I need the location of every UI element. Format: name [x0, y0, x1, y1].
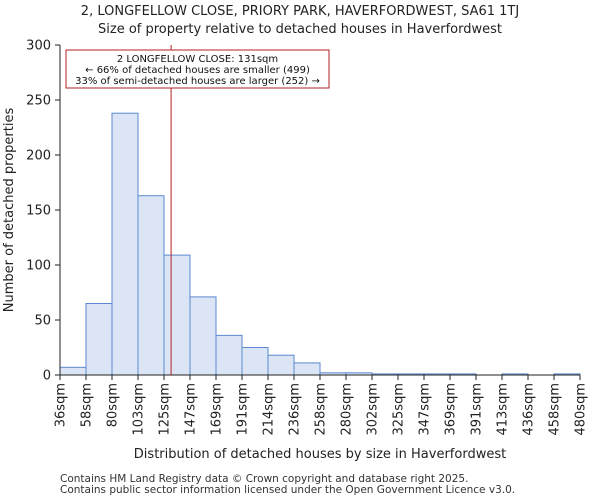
footer-line-1: Contains HM Land Registry data © Crown c…: [60, 473, 469, 485]
x-tick-label-125sqm: 125sqm: [158, 383, 173, 436]
bars-group: [59, 112, 581, 376]
bar-147sqm: [189, 296, 217, 376]
chart-subtitle: Size of property relative to detached ho…: [98, 22, 502, 37]
y-tick-label: 50: [34, 314, 51, 329]
x-tick-label-236sqm: 236sqm: [288, 383, 303, 436]
annotation-box: 2 LONGFELLOW CLOSE: 131sqm ← 66% of deta…: [65, 49, 330, 89]
y-axis-label: Number of detached properties: [2, 108, 17, 313]
x-tick-label-458sqm: 458sqm: [548, 383, 563, 436]
y-tick-label: 250: [26, 94, 51, 109]
x-tick-label-436sqm: 436sqm: [522, 383, 537, 436]
x-tick-label-280sqm: 280sqm: [340, 383, 355, 436]
x-tick-label-347sqm: 347sqm: [418, 383, 433, 436]
x-tick-label-369sqm: 369sqm: [444, 383, 459, 436]
bar-58sqm: [85, 303, 113, 376]
y-tick-label: 150: [26, 204, 51, 219]
x-tick-label-169sqm: 169sqm: [210, 383, 225, 436]
bar-125sqm: [163, 254, 191, 376]
y-tick-label: 300: [26, 39, 51, 54]
x-tick-label-36sqm: 36sqm: [54, 383, 69, 427]
bar-103sqm: [137, 195, 165, 376]
x-tick-label-191sqm: 191sqm: [236, 383, 251, 436]
x-tick-label-325sqm: 325sqm: [392, 383, 407, 436]
bar-36sqm: [59, 366, 87, 376]
x-tick-label-391sqm: 391sqm: [470, 383, 485, 436]
y-tick-label: 100: [26, 259, 51, 274]
annotation-frame: [65, 49, 330, 89]
chart-title: 2, LONGFELLOW CLOSE, PRIORY PARK, HAVERF…: [80, 4, 520, 19]
bar-80sqm: [111, 112, 139, 376]
y-ticks-group: 0 50 100 150 200 250 300: [26, 39, 60, 384]
x-tick-label-413sqm: 413sqm: [496, 383, 511, 436]
x-tick-label-103sqm: 103sqm: [132, 383, 147, 436]
bar-191sqm: [241, 347, 269, 376]
footer-line-2: Contains public sector information licen…: [60, 484, 516, 496]
y-tick-label: 0: [43, 369, 51, 384]
histogram-chart: 0 50 100 150 200 250 300 36sqm 58sqm 80sqm 103sqm…: [2, 39, 589, 463]
x-axis-label: Distribution of detached houses by size …: [134, 447, 506, 462]
bar-236sqm: [293, 362, 321, 376]
x-tick-label-480sqm: 480sqm: [574, 383, 589, 436]
bar-169sqm: [215, 334, 243, 376]
y-tick-label: 200: [26, 149, 51, 164]
x-ticks-group: 36sqm 58sqm 80sqm 103sqm 125sqm 147sqm 169sqm 1…: [54, 375, 589, 436]
x-tick-label-302sqm: 302sqm: [366, 383, 381, 436]
annotation-line-3: 33% of semi-detached houses are larger (…: [75, 76, 320, 87]
annotation-line-1: 2 LONGFELLOW CLOSE: 131sqm: [117, 54, 278, 65]
x-tick-label-214sqm: 214sqm: [262, 383, 277, 436]
x-tick-label-80sqm: 80sqm: [106, 383, 121, 427]
x-tick-label-147sqm: 147sqm: [184, 383, 199, 436]
x-tick-label-258sqm: 258sqm: [314, 383, 329, 436]
annotation-line-2: ← 66% of detached houses are smaller (49…: [85, 65, 310, 76]
x-tick-label-58sqm: 58sqm: [80, 383, 95, 427]
bar-214sqm: [267, 354, 295, 376]
